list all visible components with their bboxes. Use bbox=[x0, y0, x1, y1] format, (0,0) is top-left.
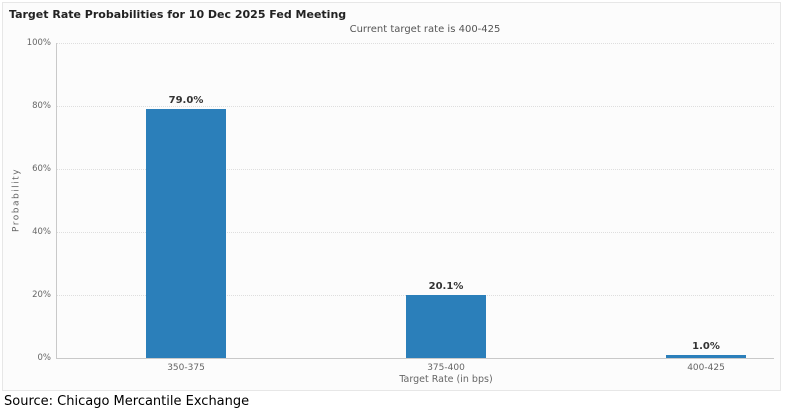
bar[interactable] bbox=[666, 354, 746, 358]
y-tick-label: 20% bbox=[32, 290, 51, 300]
source-attribution: Source: Chicago Mercantile Exchange bbox=[4, 394, 250, 409]
x-axis-line bbox=[56, 358, 774, 359]
x-tick-label: 375-400 bbox=[427, 363, 465, 373]
x-tick-label: 400-425 bbox=[687, 363, 725, 373]
chart-title: Target Rate Probabilities for 10 Dec 202… bbox=[9, 8, 347, 21]
gridline bbox=[57, 169, 774, 170]
bar[interactable] bbox=[406, 294, 486, 358]
gridline bbox=[57, 43, 774, 44]
bar-value-label: 20.1% bbox=[428, 280, 464, 292]
y-tick-label: 0% bbox=[37, 353, 52, 363]
y-tick-label: 80% bbox=[32, 101, 51, 111]
chart-subtitle: Current target rate is 400-425 bbox=[349, 24, 501, 35]
x-axis-title: Target Rate (in bps) bbox=[399, 374, 493, 385]
bar-value-label: 79.0% bbox=[168, 95, 204, 107]
gridline bbox=[57, 232, 774, 233]
x-tick-label: 350-375 bbox=[167, 363, 205, 373]
y-tick-label: 40% bbox=[32, 227, 51, 237]
gridline bbox=[57, 106, 774, 107]
y-axis-line bbox=[56, 43, 57, 358]
bar-value-label: 1.0% bbox=[692, 340, 720, 352]
y-tick-label: 100% bbox=[26, 38, 51, 48]
chart-panel: Target Rate Probabilities for 10 Dec 202… bbox=[2, 2, 781, 391]
y-axis-title: Probability bbox=[11, 167, 22, 233]
bar[interactable] bbox=[146, 109, 226, 358]
y-tick-label: 60% bbox=[32, 164, 51, 174]
